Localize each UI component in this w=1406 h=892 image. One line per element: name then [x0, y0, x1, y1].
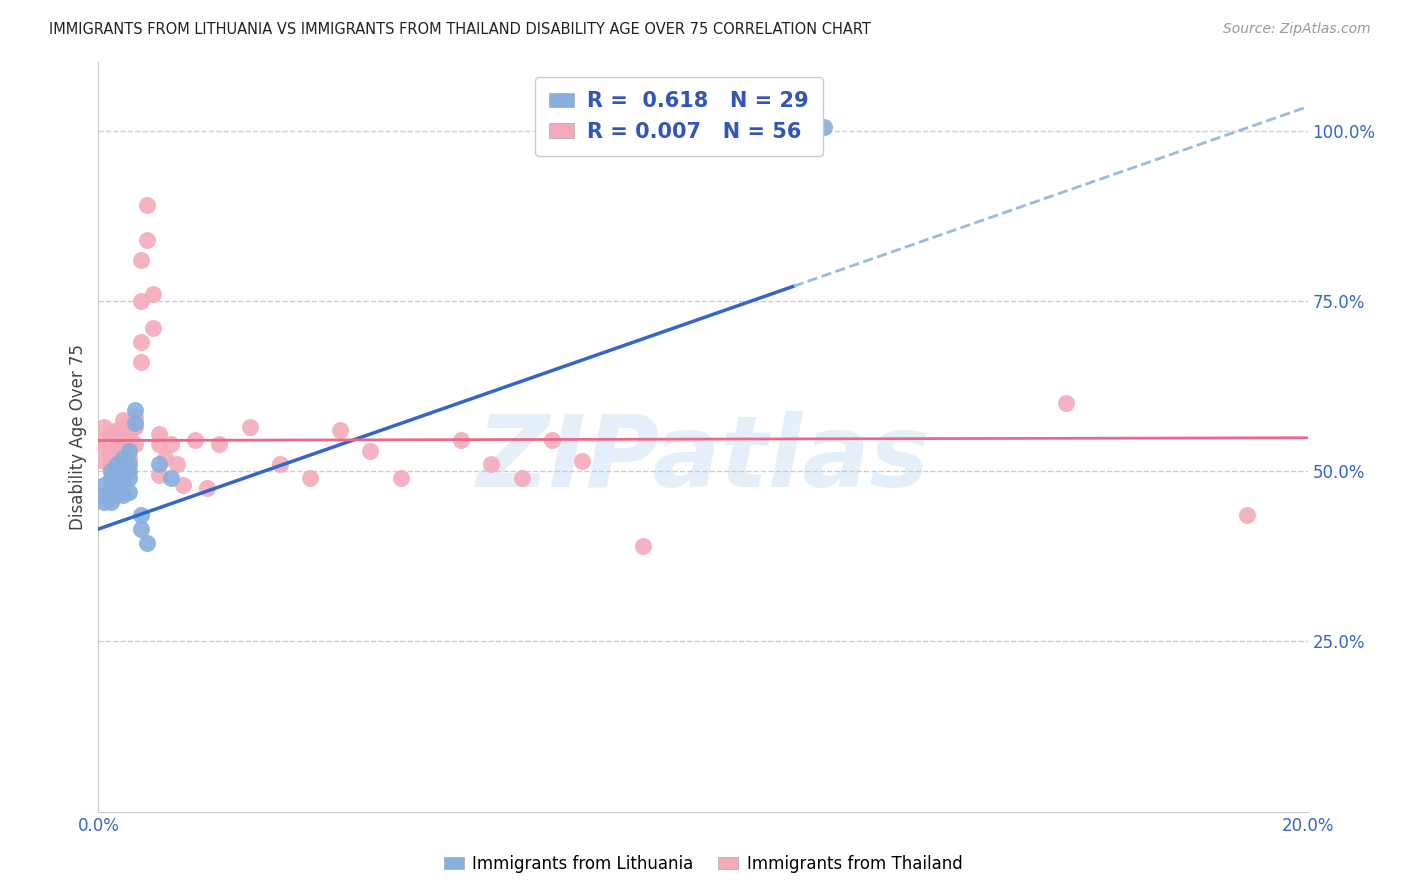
Point [93, 420, 115, 434]
Point [111, 423, 134, 437]
Point [153, 450, 176, 465]
Point [118, 464, 141, 478]
Point [540, 434, 562, 448]
Point [142, 287, 165, 301]
Point [148, 467, 170, 482]
Point [100, 471, 122, 485]
Point [118, 450, 141, 465]
Point [111, 434, 134, 448]
Point [111, 447, 134, 461]
Point [166, 458, 188, 472]
Point [105, 450, 128, 465]
Point [118, 484, 141, 499]
Text: Source: ZipAtlas.com: Source: ZipAtlas.com [1223, 22, 1371, 37]
Point [93, 477, 115, 491]
Point [129, 252, 152, 267]
Point [124, 409, 146, 424]
Point [105, 464, 128, 478]
Point [100, 454, 122, 468]
Point [100, 495, 122, 509]
Point [100, 443, 122, 458]
Point [100, 434, 122, 448]
Legend: Immigrants from Lithuania, Immigrants from Thailand: Immigrants from Lithuania, Immigrants fr… [437, 848, 969, 880]
Point [111, 413, 134, 427]
Point [208, 437, 231, 451]
Point [111, 471, 134, 485]
Point [118, 458, 141, 472]
Point [631, 539, 654, 553]
Point [105, 488, 128, 502]
Point [135, 233, 157, 247]
Point [195, 481, 218, 495]
Point [129, 355, 152, 369]
Point [111, 488, 134, 502]
Point [299, 471, 322, 485]
Point [148, 437, 170, 451]
Point [481, 458, 503, 472]
Point [135, 198, 157, 212]
Point [135, 535, 157, 549]
Point [111, 450, 134, 465]
Point [93, 440, 115, 454]
Point [100, 464, 122, 478]
Point [118, 437, 141, 451]
Point [118, 471, 141, 485]
Point [124, 437, 146, 451]
Point [160, 437, 183, 451]
Point [148, 458, 170, 472]
Point [160, 471, 183, 485]
Y-axis label: Disability Age Over 75: Disability Age Over 75 [69, 344, 87, 530]
Point [510, 471, 533, 485]
Point [360, 443, 382, 458]
Point [1236, 508, 1258, 523]
Point [129, 508, 152, 523]
Point [124, 417, 146, 431]
Point [93, 495, 115, 509]
Point [118, 426, 141, 441]
Point [105, 423, 128, 437]
Point [172, 477, 194, 491]
Point [105, 458, 128, 472]
Point [105, 437, 128, 451]
Text: ZIPatlas: ZIPatlas [477, 411, 929, 508]
Point [450, 434, 472, 448]
Point [93, 434, 115, 448]
Point [329, 423, 352, 437]
Point [105, 477, 128, 491]
Point [105, 430, 128, 444]
Point [571, 454, 593, 468]
Point [129, 293, 152, 308]
Legend: R =  0.618   N = 29, R = 0.007   N = 56: R = 0.618 N = 29, R = 0.007 N = 56 [534, 77, 823, 156]
Point [184, 434, 207, 448]
Point [129, 522, 152, 536]
Point [1054, 396, 1077, 410]
Point [100, 481, 122, 495]
Point [389, 471, 412, 485]
Point [100, 464, 122, 478]
Point [129, 334, 152, 349]
Point [239, 420, 262, 434]
Point [100, 426, 122, 441]
Point [111, 458, 134, 472]
Point [93, 454, 115, 468]
Point [118, 417, 141, 431]
Point [118, 443, 141, 458]
Point [813, 120, 835, 135]
Point [269, 458, 291, 472]
Point [148, 426, 170, 441]
Point [124, 402, 146, 417]
Point [105, 471, 128, 485]
Text: IMMIGRANTS FROM LITHUANIA VS IMMIGRANTS FROM THAILAND DISABILITY AGE OVER 75 COR: IMMIGRANTS FROM LITHUANIA VS IMMIGRANTS … [49, 22, 872, 37]
Point [124, 420, 146, 434]
Point [93, 488, 115, 502]
Point [142, 321, 165, 335]
